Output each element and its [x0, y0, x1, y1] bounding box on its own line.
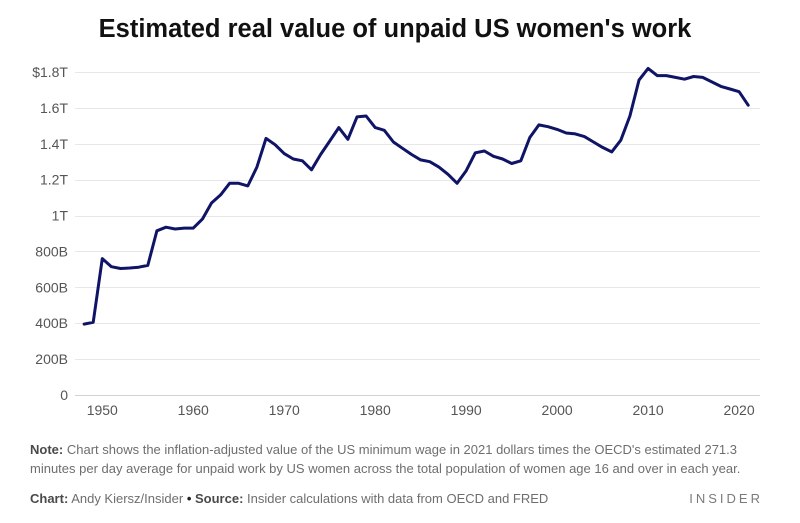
source-text: Insider calculations with data from OECD…	[247, 491, 549, 506]
y-tick-label: 400B	[35, 315, 68, 331]
y-tick-label: 1.2T	[40, 172, 68, 188]
x-tick-label: 2020	[723, 402, 754, 418]
note-text: Chart shows the inflation-adjusted value…	[30, 442, 741, 476]
insider-logo: INSIDER	[689, 491, 763, 506]
credit-author: Andy Kiersz/Insider	[71, 491, 184, 506]
y-tick-label: 0	[60, 387, 68, 403]
y-tick-label: 1.4T	[40, 136, 68, 152]
chart-note: Note: Chart shows the inflation-adjusted…	[30, 440, 765, 478]
y-tick-label: 1.6T	[40, 100, 68, 116]
y-tick-label: 200B	[35, 351, 68, 367]
note-label: Note:	[30, 442, 64, 457]
x-tick-label: 1990	[451, 402, 482, 418]
x-tick-label: 1960	[178, 402, 209, 418]
line-chart: $1.8T 1.6T 1.4T 1.2T 1T 800B 600B 400B 200B 0 195…	[32, 64, 760, 418]
y-tick-label: 1T	[52, 208, 69, 224]
source-label: Source:	[195, 491, 244, 506]
series-line	[82, 66, 750, 326]
gridlines	[75, 72, 760, 396]
y-tick-label: 600B	[35, 279, 68, 295]
y-tick-labels: $1.8T 1.6T 1.4T 1.2T 1T 800B 600B 400B 200B 0	[32, 64, 68, 403]
x-tick-labels: 1950 1960 1970 1980 1990 2000 2010 2020	[87, 402, 755, 418]
y-tick-label: $1.8T	[32, 64, 68, 80]
x-tick-label: 2010	[633, 402, 664, 418]
credit-separator: •	[186, 491, 192, 506]
x-tick-label: 1950	[87, 402, 118, 418]
chart-credits: Chart: Andy Kiersz/Insider • Source: Ins…	[30, 490, 548, 508]
x-tick-label: 2000	[542, 402, 573, 418]
y-tick-label: 800B	[35, 243, 68, 259]
x-tick-label: 1980	[360, 402, 391, 418]
chart-title: Estimated real value of unpaid US women'…	[98, 15, 692, 43]
credit-label: Chart:	[30, 491, 69, 506]
x-tick-label: 1970	[269, 402, 300, 418]
